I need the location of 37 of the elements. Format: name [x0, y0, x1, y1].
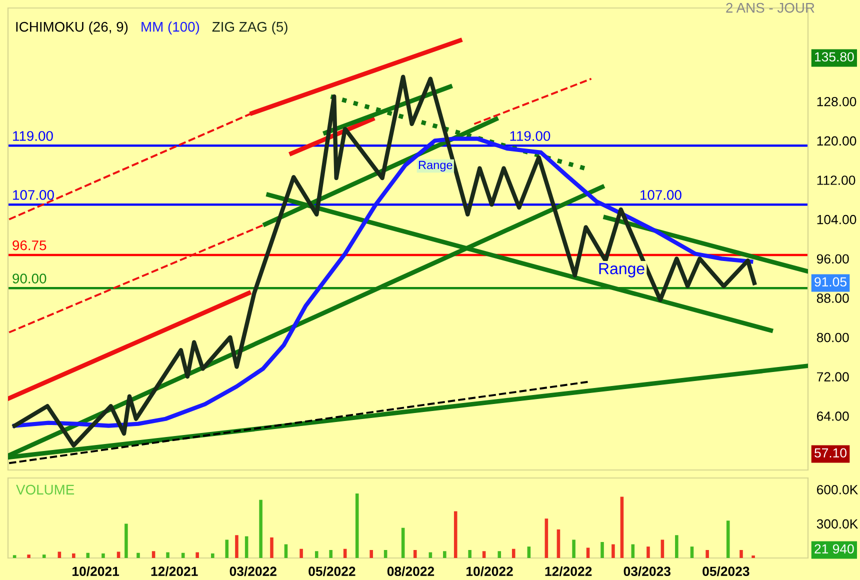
x-tick-label: 12/2021	[151, 566, 198, 576]
x-tick-label: 10/2022	[466, 566, 513, 576]
y-tick-label: 80.00	[816, 332, 849, 342]
x-tick-label: 05/2023	[702, 566, 750, 576]
y-tick-label: 120.00	[817, 136, 856, 146]
ref-line-label: 90.00	[12, 274, 46, 284]
annotation: ICHIMOKU (26, 9)	[16, 22, 128, 34]
y-tick-label: 64.00	[817, 412, 849, 421]
text: 57.10	[814, 448, 846, 458]
text: ZIG ZAG (5)	[212, 22, 288, 34]
x-tick-label: 03/2023	[624, 566, 670, 576]
annotation: Range	[599, 263, 644, 278]
x-tick-label: 05/2022	[308, 566, 356, 576]
x-tick-label: 12/2022	[545, 566, 592, 576]
y-tick-label: 104.00	[817, 214, 856, 224]
x-tick-label: 03/2022	[230, 566, 276, 576]
ref-line-label: 119.00	[13, 131, 53, 141]
x-tick-label: 08/2022	[387, 566, 434, 576]
y-tick-label: 112.00	[817, 176, 856, 185]
x-tick-label: 10/2021	[72, 566, 120, 576]
annotation: 119.00	[510, 131, 550, 141]
y-tick-label: 72.00	[817, 372, 849, 382]
text: MM (100)	[142, 22, 200, 34]
text: 135.80	[815, 52, 854, 62]
ref-line-label: 107.00	[13, 190, 54, 200]
text: 21 940	[814, 544, 854, 554]
annotation: VOLUME	[16, 484, 74, 495]
y-tick-label: 128.00	[817, 96, 856, 106]
annotation: 2 ANS - JOUR	[726, 2, 814, 13]
y-tick-label: 600.0K	[817, 484, 858, 494]
text: 91.05	[814, 277, 846, 287]
annotation: 107.00	[640, 190, 682, 200]
y-tick-label: 300.0K	[816, 519, 858, 529]
annotation: Range	[418, 160, 452, 172]
y-tick-label: 88.00	[816, 294, 849, 303]
ref-line-label: 96.75	[12, 240, 46, 250]
y-tick-label: 96.00	[816, 254, 849, 264]
